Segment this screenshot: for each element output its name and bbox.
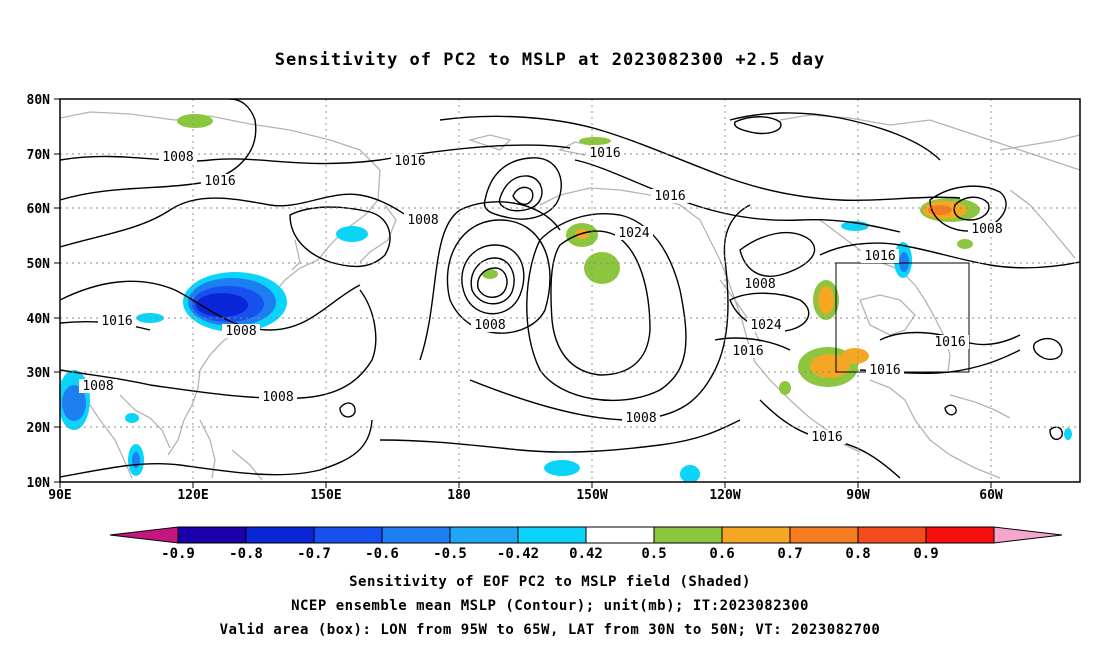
- colorbar-high-arrow: [993, 526, 1063, 544]
- contour-label-bg: [861, 249, 899, 263]
- colorbar-swatch: [721, 526, 791, 544]
- lon-label: 60W: [979, 488, 1003, 503]
- contour-label: 1016: [864, 249, 895, 264]
- colorbar-label: -0.8: [229, 546, 263, 562]
- contour-label: 1016: [869, 363, 900, 378]
- colorbar-swatch: [857, 526, 927, 544]
- colorbar-label: -0.5: [433, 546, 467, 562]
- colorbar-label: 0.8: [845, 546, 870, 562]
- colorbar: [109, 526, 1063, 544]
- plot-frame: [59, 98, 1081, 483]
- colorbar-swatch: [449, 526, 519, 544]
- contour-label-bg: [98, 314, 136, 328]
- lon-label: 180: [447, 488, 471, 503]
- contour-label-bg: [931, 335, 969, 349]
- contour-label: 1024: [618, 226, 649, 241]
- contour-label-bg: [391, 154, 429, 168]
- contour-label-bg: [222, 324, 260, 338]
- contour-label-bg: [471, 318, 509, 332]
- contour-label-bg: [79, 379, 117, 393]
- colorbar-swatch: [653, 526, 723, 544]
- contour-label: 1016: [394, 154, 425, 169]
- colorbar-label: 0.7: [777, 546, 802, 562]
- lon-label: 120W: [709, 488, 740, 503]
- lat-label: 10N: [27, 476, 51, 491]
- colorbar-label: 0.6: [709, 546, 734, 562]
- contour-label-bg: [404, 213, 442, 227]
- contour-label: 1008: [474, 318, 505, 333]
- lat-label: 40N: [27, 312, 51, 327]
- lat-label: 30N: [27, 366, 51, 381]
- contour-label: 1008: [744, 277, 775, 292]
- colorbar-swatch: [789, 526, 859, 544]
- colorbar-label: -0.42: [497, 546, 539, 562]
- colorbar-label: 0.9: [913, 546, 938, 562]
- colorbar-swatch: [925, 526, 995, 544]
- contour-label-bg: [747, 318, 785, 332]
- contour-label-bg: [651, 189, 689, 203]
- contour-label: 1016: [654, 189, 685, 204]
- caption-valid-area: Valid area (box): LON from 95W to 65W, L…: [219, 622, 881, 638]
- caption-contour: NCEP ensemble mean MSLP (Contour); unit(…: [291, 598, 809, 614]
- contour-label: 1008: [162, 150, 193, 165]
- contour-label: 1016: [204, 174, 235, 189]
- lat-label: 80N: [27, 93, 51, 108]
- colorbar-label: -0.9: [161, 546, 195, 562]
- contour-label: 1016: [101, 314, 132, 329]
- contour-label: 1016: [732, 344, 763, 359]
- contour-label-bg: [259, 390, 297, 404]
- contour-label-bg: [622, 411, 660, 425]
- contour-label: 1016: [811, 430, 842, 445]
- latitude-labels: 80N 70N 60N 50N 40N 30N 20N 10N: [27, 93, 51, 491]
- contour-label: 1008: [262, 390, 293, 405]
- contour-label: 1024: [750, 318, 781, 333]
- lon-label: 150E: [310, 488, 341, 503]
- longitude-labels: 90E 120E 150E 180 150W 120W 90W 60W: [48, 488, 1003, 503]
- contour-label: 1016: [589, 146, 620, 161]
- colorbar-swatch: [177, 526, 247, 544]
- colorbar-label: 0.42: [569, 546, 603, 562]
- lat-label: 70N: [27, 148, 51, 163]
- axis-ticks: [54, 98, 992, 488]
- colorbar-swatch: [585, 526, 655, 544]
- lon-label: 150W: [576, 488, 607, 503]
- contour-label-bg: [201, 174, 239, 188]
- contour-labels: 1008 1016 1016 1008 1016 1016 1024 1016 1008 1008…: [79, 146, 1006, 445]
- contour-label-bg: [159, 150, 197, 164]
- contour-label: 1008: [225, 324, 256, 339]
- contour-label: 1016: [934, 335, 965, 350]
- colorbar-swatch: [517, 526, 587, 544]
- colorbar-swatch: [245, 526, 315, 544]
- contour-label-bg: [808, 430, 846, 444]
- contour-label-bg: [586, 146, 624, 160]
- contour-label: 1008: [971, 222, 1002, 237]
- caption-shading: Sensitivity of EOF PC2 to MSLP field (Sh…: [349, 574, 751, 590]
- lon-label: 90W: [846, 488, 870, 503]
- lat-label: 50N: [27, 257, 51, 272]
- lon-label: 90E: [48, 488, 71, 503]
- map-title: Sensitivity of PC2 to MSLP at 2023082300…: [274, 50, 826, 70]
- contour-label-bg: [866, 363, 904, 377]
- lat-label: 20N: [27, 421, 51, 436]
- colorbar-label: -0.6: [365, 546, 399, 562]
- colorbar-label: -0.7: [297, 546, 331, 562]
- contour-label-bg: [615, 226, 653, 240]
- colorbar-swatch: [313, 526, 383, 544]
- colorbar-low-arrow: [109, 526, 179, 544]
- contour-label: 1008: [407, 213, 438, 228]
- colorbar-swatch: [381, 526, 451, 544]
- contour-label-bg: [729, 344, 767, 358]
- lat-lon-grid: [60, 99, 1080, 482]
- contour-label-bg: [741, 277, 779, 291]
- lat-label: 60N: [27, 202, 51, 217]
- contour-label: 1008: [625, 411, 656, 426]
- contour-label: 1008: [82, 379, 113, 394]
- lon-label: 120E: [177, 488, 208, 503]
- sensitivity-shading: [60, 114, 1072, 482]
- colorbar-labels: -0.9 -0.8 -0.7 -0.6 -0.5 -0.42 0.42 0.5 0.6 0.7 0.…: [161, 546, 939, 562]
- colorbar-label: 0.5: [641, 546, 666, 562]
- contour-label-bg: [968, 222, 1006, 236]
